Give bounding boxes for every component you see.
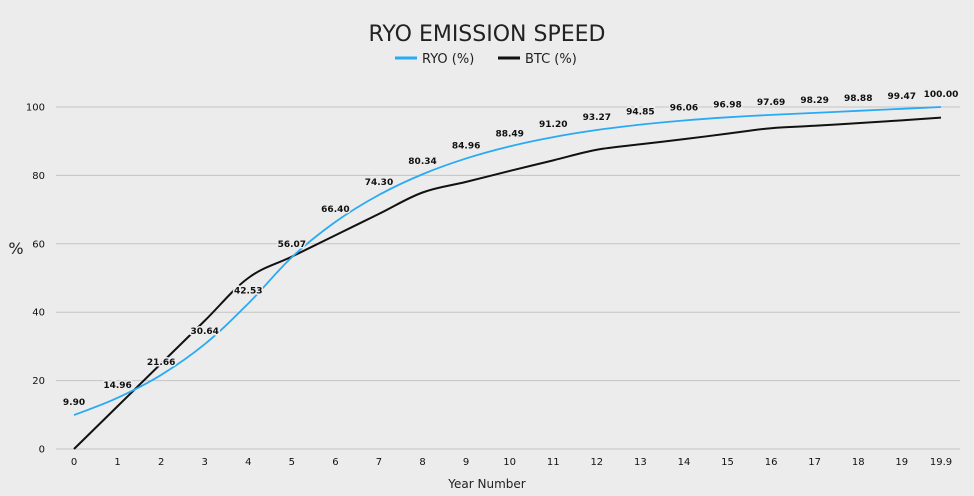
- data-labels: 9.90 14.96 21.66 30.64 42.53 56.07 66.40 74.30 8…: [61, 89, 959, 410]
- y-tick-label: 100: [26, 103, 45, 114]
- series-lines: [73, 106, 942, 450]
- series-line-btc: [73, 116, 942, 450]
- y-tick-label: 60: [32, 239, 45, 250]
- x-tick-label: 1: [114, 457, 120, 468]
- x-tick-label: 16: [765, 457, 778, 468]
- x-tick-label: 15: [721, 457, 734, 468]
- legend-label-btc: BTC (%): [525, 52, 577, 67]
- x-tick-label: 19.9: [930, 457, 952, 468]
- legend-label-ryo: RYO (%): [422, 52, 474, 67]
- data-label-ryo: 84.96: [452, 141, 480, 151]
- x-tick-label: 4: [245, 457, 251, 468]
- x-tick-label: 13: [634, 457, 647, 468]
- data-label-ryo: 100.00: [924, 90, 959, 100]
- x-tick-label: 3: [202, 457, 208, 468]
- x-tick-label: 18: [852, 457, 865, 468]
- y-axis-ticks: 0 20 40 60 80 100: [26, 103, 45, 456]
- x-tick-label: 14: [678, 457, 691, 468]
- y-tick-label: 0: [39, 445, 45, 456]
- y-tick-label: 80: [32, 171, 45, 182]
- data-label-ryo: 96.06: [670, 103, 698, 113]
- data-label-ryo: 9.90: [63, 398, 85, 408]
- data-label-ryo: 21.66: [147, 358, 175, 368]
- x-tick-label: 7: [376, 457, 382, 468]
- data-label-ryo: 88.49: [495, 129, 523, 139]
- x-tick-label: 17: [808, 457, 821, 468]
- x-axis-label: Year Number: [447, 477, 525, 491]
- x-tick-label: 5: [289, 457, 295, 468]
- x-tick-label: 12: [590, 457, 603, 468]
- x-tick-label: 8: [419, 457, 425, 468]
- data-label-ryo: 94.85: [626, 108, 654, 118]
- data-label-ryo: 66.40: [321, 205, 349, 215]
- x-axis-ticks: 0 1 2 3 4 5 6 7 8 9 10 11 12 13 14 15 16 17 18 19 19.9: [71, 457, 952, 468]
- data-label-ryo: 56.07: [278, 240, 306, 250]
- data-label-ryo: 80.34: [408, 157, 436, 167]
- x-tick-label: 10: [503, 457, 516, 468]
- data-label-ryo: 97.69: [757, 98, 785, 108]
- data-label-ryo: 98.29: [800, 96, 828, 106]
- y-tick-label: 20: [32, 376, 45, 387]
- x-tick-label: 19: [895, 457, 908, 468]
- data-label-ryo: 93.27: [583, 113, 611, 123]
- chart-title: RYO EMISSION SPEED: [369, 22, 606, 47]
- data-label-ryo: 91.20: [539, 120, 567, 130]
- x-tick-label: 2: [158, 457, 164, 468]
- data-label-ryo: 99.47: [888, 92, 916, 102]
- legend: RYO (%) BTC (%): [395, 52, 577, 67]
- data-label-ryo: 98.88: [844, 94, 872, 104]
- series-line-ryo: [73, 106, 942, 416]
- data-label-ryo: 30.64: [190, 327, 218, 337]
- x-tick-label: 11: [547, 457, 560, 468]
- data-label-ryo: 14.96: [103, 381, 131, 391]
- y-axis-label: %: [8, 239, 23, 258]
- x-tick-label: 9: [463, 457, 469, 468]
- x-tick-label: 6: [332, 457, 338, 468]
- y-tick-label: 40: [32, 308, 45, 319]
- gridlines: [56, 106, 960, 450]
- data-label-ryo: 96.98: [713, 100, 741, 110]
- data-label-ryo: 74.30: [365, 178, 393, 188]
- x-tick-label: 0: [71, 457, 77, 468]
- data-label-ryo: 42.53: [234, 287, 262, 297]
